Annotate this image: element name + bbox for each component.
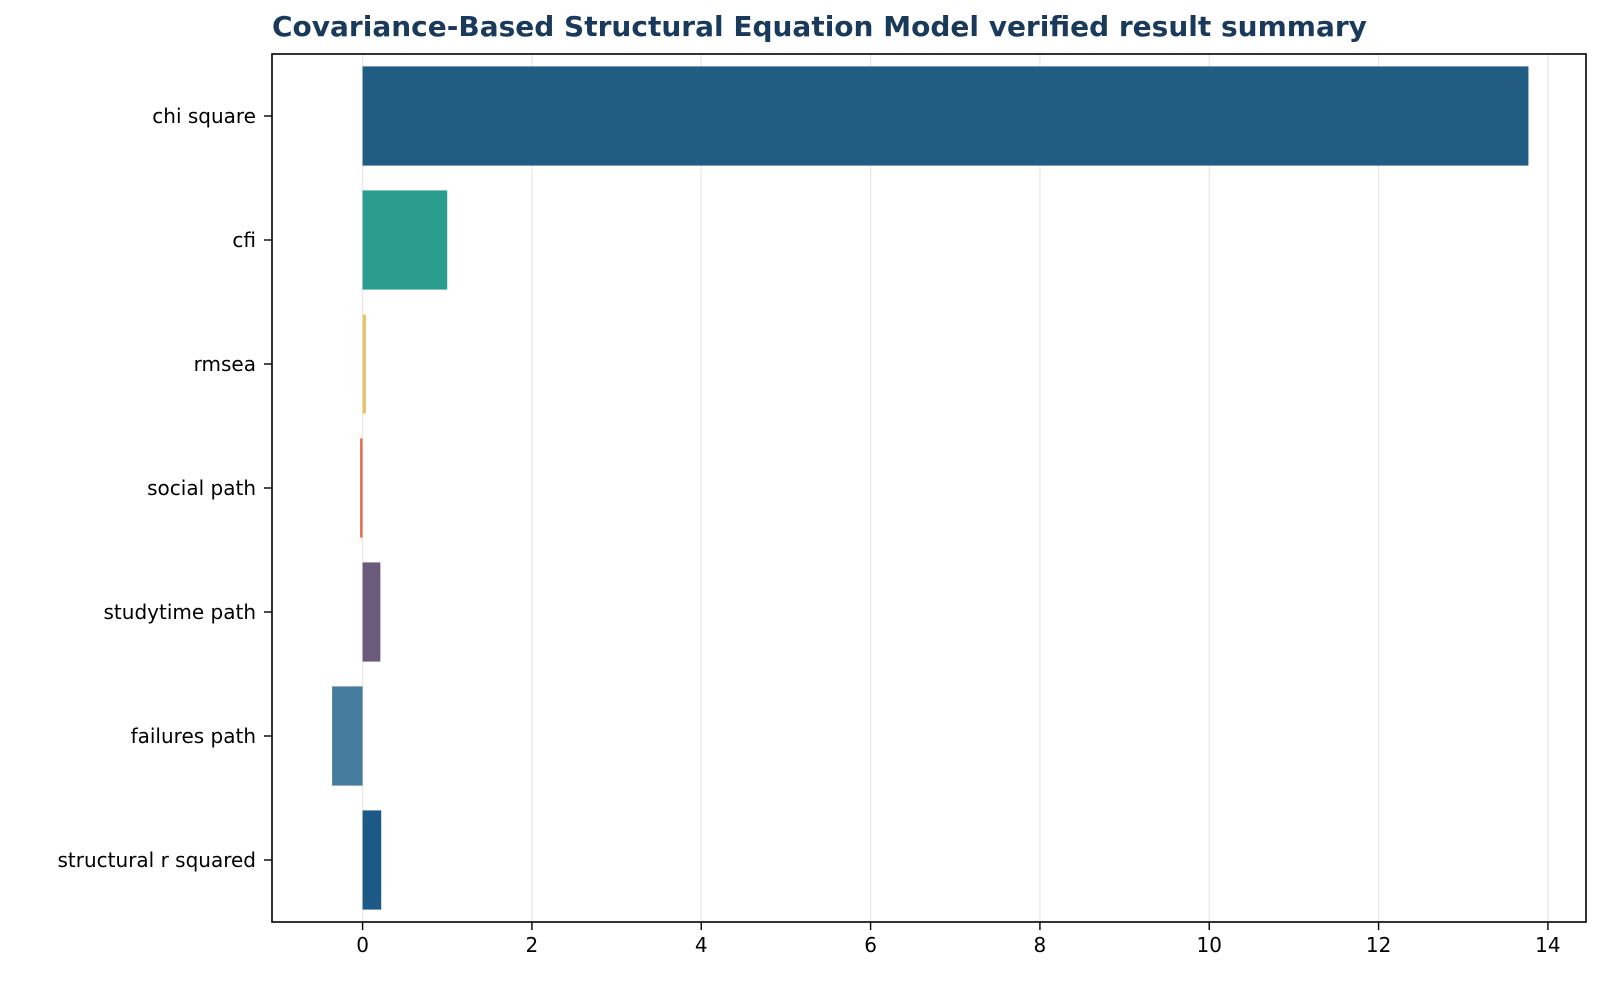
x-tick-label: 12 bbox=[1366, 933, 1391, 957]
y-tick-label: failures path bbox=[131, 724, 256, 748]
x-tick-label: 2 bbox=[526, 933, 539, 957]
chart-title: Covariance-Based Structural Equation Mod… bbox=[272, 10, 1367, 43]
axes-layer: 0 2 4 6 8 10 12 14 chi square cfi rmsea social path… bbox=[58, 53, 1587, 957]
bar-failures-path bbox=[332, 686, 363, 786]
y-tick-label: structural r squared bbox=[58, 848, 256, 872]
bars-layer bbox=[332, 66, 1529, 910]
bar-chi-square bbox=[362, 66, 1529, 166]
x-tick-label: 8 bbox=[1034, 933, 1047, 957]
x-tick-label: 4 bbox=[695, 933, 708, 957]
y-tick-label: rmsea bbox=[194, 352, 256, 376]
bar-studytime-path bbox=[362, 562, 381, 662]
y-tick-label: cfi bbox=[232, 228, 256, 252]
x-tick-label: 6 bbox=[864, 933, 877, 957]
y-tick-label: chi square bbox=[152, 104, 256, 128]
plot-frame bbox=[271, 53, 1587, 923]
bar-structural-r-squared bbox=[362, 810, 382, 910]
bar-cfi bbox=[362, 190, 448, 290]
x-tick-label: 14 bbox=[1535, 933, 1560, 957]
y-tick-label: social path bbox=[147, 476, 256, 500]
y-tick-label: studytime path bbox=[104, 600, 256, 624]
grid-layer bbox=[361, 54, 1549, 922]
bar-rmsea bbox=[362, 314, 366, 414]
bar-social-path bbox=[360, 438, 363, 538]
x-tick-label: 0 bbox=[356, 933, 369, 957]
x-tick-label: 10 bbox=[1197, 933, 1222, 957]
